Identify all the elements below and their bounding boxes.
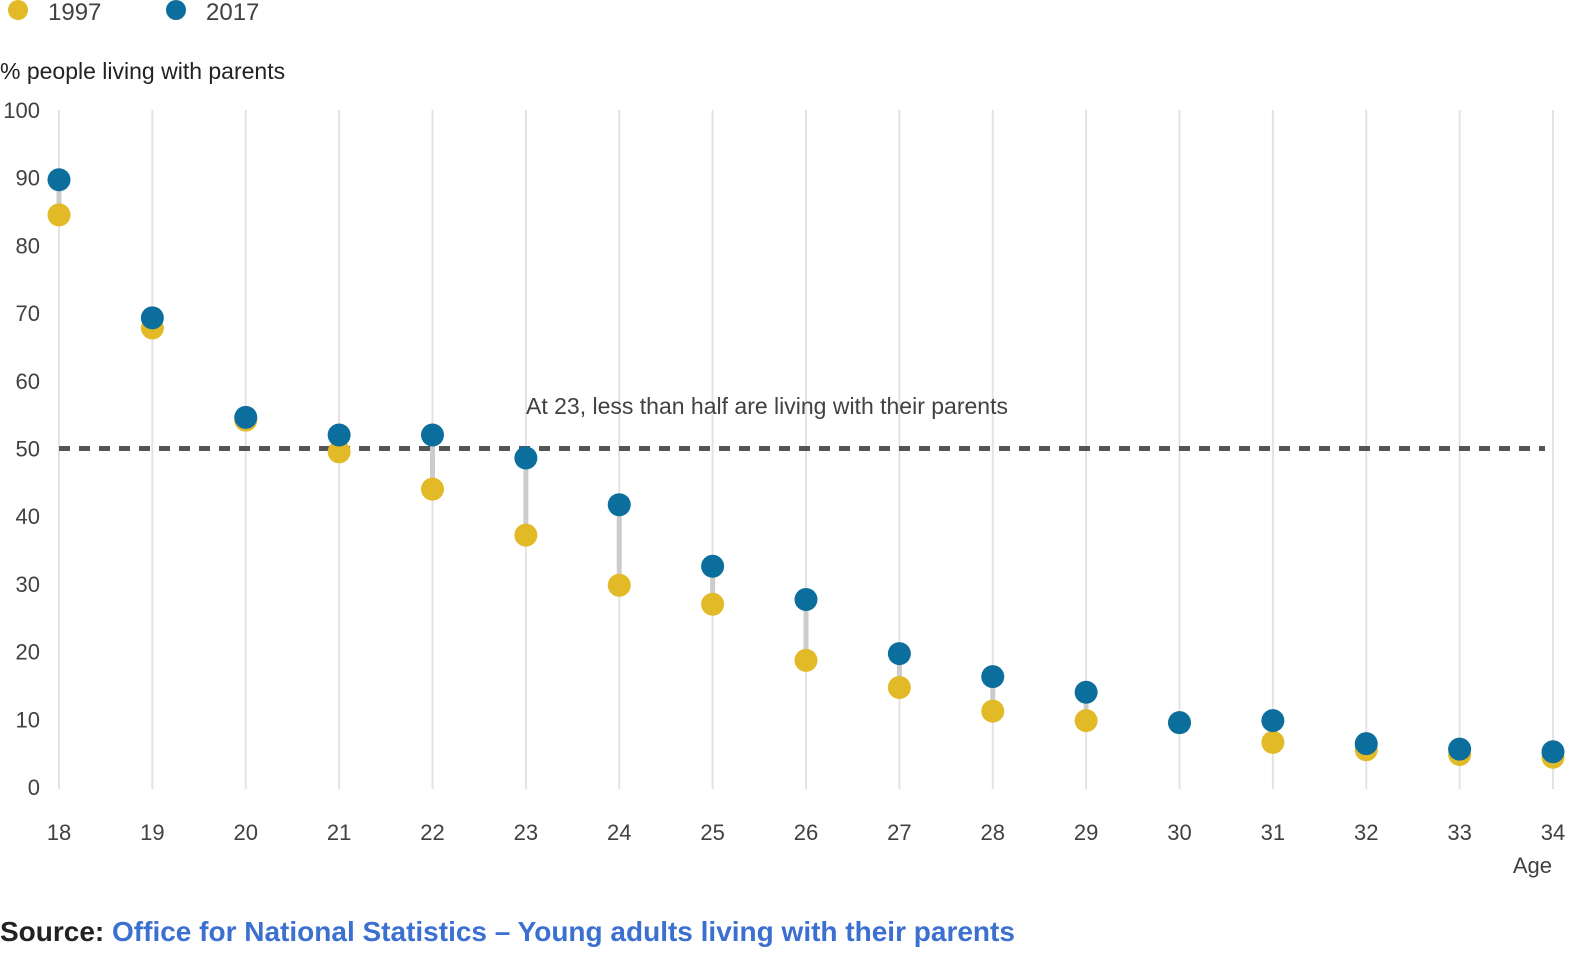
point-2017-age-32 xyxy=(1354,732,1378,756)
y-tick-label: 90 xyxy=(16,166,40,191)
x-tick-label: 31 xyxy=(1261,820,1285,845)
x-tick-label: 28 xyxy=(981,820,1005,845)
y-tick-label: 50 xyxy=(16,437,40,462)
point-2017-age-29 xyxy=(1074,680,1098,704)
y-axis-ticks: 0 10 20 30 40 50 60 70 80 90 100 xyxy=(3,98,40,800)
x-tick-label: 25 xyxy=(700,820,724,845)
point-2017-age-20 xyxy=(234,405,258,429)
y-axis-label: % people living with parents xyxy=(0,58,285,84)
point-1997-age-25 xyxy=(701,592,725,616)
x-tick-label: 22 xyxy=(420,820,444,845)
point-1997-age-23 xyxy=(514,523,538,547)
source-link[interactable]: Office for National Statistics – Young a… xyxy=(112,916,1015,947)
y-tick-label: 70 xyxy=(16,301,40,326)
y-tick-label: 10 xyxy=(16,707,40,732)
x-axis-ticks: 18 19 20 21 22 23 24 25 26 27 28 29 30 31 32 33 34 xyxy=(47,820,1565,845)
point-1997-age-18 xyxy=(47,203,71,227)
point-1997-age-26 xyxy=(794,648,818,672)
x-tick-label: 26 xyxy=(794,820,818,845)
x-tick-label: 24 xyxy=(607,820,631,845)
source-label: Source: xyxy=(0,916,105,947)
point-2017-age-21 xyxy=(327,423,351,447)
point-2017-age-19 xyxy=(140,306,164,330)
point-2017-age-28 xyxy=(981,665,1005,689)
point-2017-age-24 xyxy=(607,493,631,517)
y-tick-label: 0 xyxy=(28,775,40,800)
x-tick-label: 18 xyxy=(47,820,71,845)
y-tick-label: 80 xyxy=(16,233,40,258)
x-axis-label: Age xyxy=(1513,853,1552,878)
x-tick-label: 20 xyxy=(234,820,258,845)
point-2017-age-30 xyxy=(1168,711,1191,735)
y-tick-label: 20 xyxy=(16,640,40,665)
x-tick-label: 23 xyxy=(514,820,538,845)
chart: 1997 2017 % people living with parents 01… xyxy=(0,0,1565,878)
point-2017-age-22 xyxy=(421,423,444,447)
x-tick-label: 33 xyxy=(1447,820,1471,845)
point-2017-age-31 xyxy=(1261,709,1285,733)
x-tick-label: 29 xyxy=(1074,820,1098,845)
point-1997-age-28 xyxy=(981,699,1005,723)
point-2017-age-27 xyxy=(887,642,911,666)
legend-marker-1997 xyxy=(8,0,28,20)
legend-label-2017: 2017 xyxy=(206,0,259,26)
point-2017-age-18 xyxy=(47,168,71,192)
x-tick-label: 21 xyxy=(327,820,351,845)
point-2017-age-26 xyxy=(794,587,818,611)
x-tick-label: 19 xyxy=(140,820,164,845)
x-tick-label: 30 xyxy=(1167,820,1191,845)
point-1997-age-22 xyxy=(421,477,444,501)
source-line: Source: Office for National Statistics –… xyxy=(0,916,1015,948)
point-1997-age-21 xyxy=(327,440,351,464)
point-1997-age-27 xyxy=(887,675,911,699)
legend-marker-2017 xyxy=(166,0,186,20)
legend-label-1997: 1997 xyxy=(48,0,101,26)
y-tick-label: 40 xyxy=(16,504,40,529)
point-1997-age-31 xyxy=(1261,730,1285,754)
annotation: At 23, less than half are living with th… xyxy=(526,393,1008,419)
point-2017-age-33 xyxy=(1448,737,1472,761)
x-tick-label: 27 xyxy=(887,820,911,845)
point-1997-age-29 xyxy=(1074,709,1098,733)
point-2017-age-23 xyxy=(514,446,538,470)
y-tick-label: 100 xyxy=(3,98,40,123)
point-1997-age-24 xyxy=(607,573,631,597)
point-2017-age-34 xyxy=(1541,740,1565,764)
y-tick-label: 60 xyxy=(16,369,40,394)
y-tick-label: 30 xyxy=(16,572,40,597)
point-2017-age-25 xyxy=(701,554,725,578)
legend: 1997 2017 xyxy=(8,0,259,26)
x-tick-label: 32 xyxy=(1354,820,1378,845)
x-tick-label: 34 xyxy=(1541,820,1565,845)
data-points xyxy=(47,168,1565,769)
